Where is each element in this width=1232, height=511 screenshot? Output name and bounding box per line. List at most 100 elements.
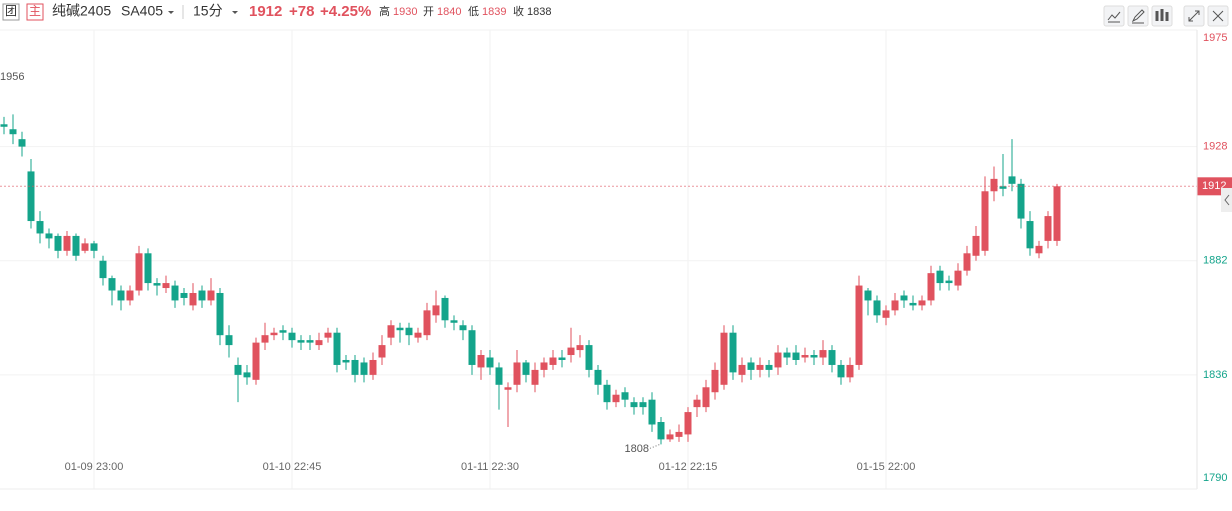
candle-body	[756, 364, 764, 370]
min-leader	[649, 443, 661, 449]
candle-body	[360, 362, 368, 375]
candle-body	[432, 305, 440, 316]
candle-body	[396, 327, 404, 331]
candle-body	[873, 300, 881, 316]
collapse-button[interactable]	[1221, 188, 1232, 212]
badge-box[interactable]	[2, 3, 20, 21]
candle-body	[999, 186, 1007, 189]
candle-body	[477, 355, 485, 368]
badge-box[interactable]	[26, 3, 44, 21]
candle-body	[198, 290, 206, 301]
candle-body	[675, 431, 683, 437]
candle-body	[297, 340, 305, 343]
candle-body	[153, 283, 161, 286]
max-label: 1956	[0, 71, 24, 83]
candle-body	[315, 340, 323, 346]
badge[interactable]: 主	[29, 4, 41, 18]
candle-body	[1053, 186, 1061, 241]
last-price-label: 1912	[1202, 180, 1226, 192]
candle-body	[414, 332, 422, 338]
candle-body	[1017, 183, 1025, 219]
tool-icon	[1212, 10, 1224, 22]
candle-body	[342, 359, 350, 363]
candle-body	[486, 357, 494, 368]
candle-body	[819, 350, 827, 358]
candle-body	[72, 235, 80, 256]
candle-body	[990, 178, 998, 192]
candle-body	[522, 362, 530, 375]
candle-body	[225, 335, 233, 346]
candle-body	[702, 387, 710, 408]
candle-body	[603, 384, 611, 403]
caret[interactable]	[232, 11, 238, 14]
candle-body	[936, 270, 944, 284]
candle-body	[900, 295, 908, 301]
candle-body	[810, 355, 818, 358]
period[interactable]: 15分	[193, 3, 223, 19]
candle-body	[369, 359, 377, 375]
candle-body	[45, 233, 53, 239]
y-tick-label: 1882	[1203, 255, 1227, 267]
candle-body	[621, 392, 629, 400]
candles	[0, 114, 1061, 445]
candle-body	[837, 364, 845, 378]
candle-body	[630, 402, 638, 408]
candle-body	[549, 357, 557, 365]
candle-body	[18, 139, 26, 147]
candle-body	[117, 290, 125, 301]
stat-label: 高	[379, 4, 390, 18]
stat-label: 低	[468, 5, 479, 18]
badge[interactable]: 团	[5, 4, 17, 18]
candle-body	[828, 350, 836, 365]
candle-body	[243, 372, 251, 378]
tool-icon	[1155, 9, 1169, 21]
candle-body	[180, 292, 188, 298]
candle-body	[657, 422, 665, 440]
candle-body	[765, 364, 773, 370]
x-tick-label: 01-12 22:15	[659, 461, 718, 473]
candle-body	[684, 412, 692, 435]
candle-body	[711, 369, 719, 393]
y-tick-label: 1836	[1203, 369, 1227, 381]
candle-body	[594, 369, 602, 385]
candle-body	[261, 335, 269, 343]
candle-body	[963, 253, 971, 271]
header: 团 主 纯碱2405 SA405 15分 1912 +78 +4.25% 高 1…	[2, 3, 551, 21]
candle-body	[126, 290, 134, 301]
candle-body	[693, 399, 701, 408]
candle-body	[738, 364, 746, 375]
candle-body	[513, 362, 521, 385]
candle-body	[909, 302, 917, 306]
candle-body	[234, 364, 242, 375]
candle-body	[882, 310, 890, 318]
y-tick-label: 1928	[1203, 141, 1227, 153]
candle-body	[279, 330, 287, 333]
candle-body	[648, 399, 656, 425]
collapse-icon	[1224, 194, 1230, 206]
x-tick-label: 01-10 22:45	[263, 461, 322, 473]
candle-body	[864, 290, 872, 301]
candle-body	[774, 352, 782, 368]
candle-body	[0, 124, 8, 127]
change-pct: +4.25%	[320, 3, 371, 20]
candle-body	[54, 235, 62, 251]
tool-button[interactable]	[1103, 5, 1125, 27]
candle-body	[567, 347, 575, 356]
candle-body	[387, 325, 395, 338]
candle-body	[639, 402, 647, 408]
candle-body	[576, 345, 584, 351]
candle-body	[27, 171, 35, 222]
stat-value: 1840	[437, 6, 461, 18]
candle-body	[495, 367, 503, 385]
instrument-code[interactable]: SA405	[121, 3, 163, 19]
candle-body	[504, 387, 512, 390]
stat-label: 收	[513, 4, 524, 18]
candle-body	[468, 330, 476, 365]
instrument-name: 纯碱2405	[52, 3, 111, 19]
candle-body	[288, 332, 296, 341]
candle-body	[162, 283, 170, 289]
caret[interactable]	[168, 11, 174, 14]
candle-body	[90, 243, 98, 251]
labels: 1790 1836 1882 1928 1975 01-09 23:00 01-10 22:…	[0, 32, 1232, 484]
candle-body	[450, 320, 458, 323]
